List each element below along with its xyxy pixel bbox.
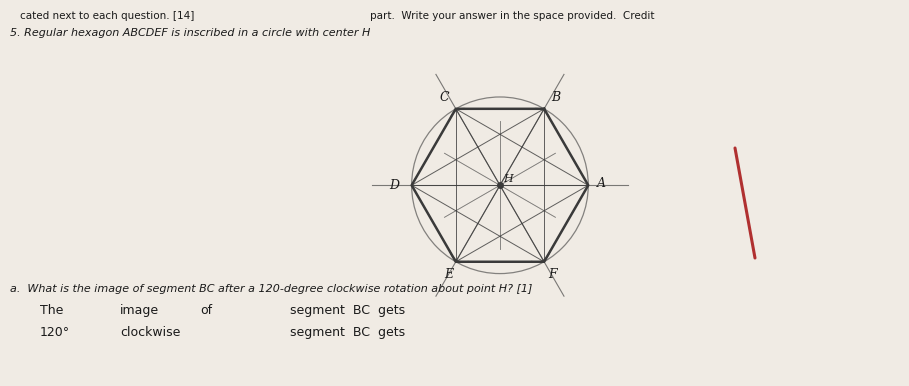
Text: C: C: [440, 91, 449, 104]
Text: cated next to each question. [14]: cated next to each question. [14]: [20, 11, 195, 21]
Text: segment  BC  gets: segment BC gets: [290, 326, 405, 339]
Text: The: The: [40, 304, 64, 317]
Text: E: E: [445, 267, 454, 281]
Text: B: B: [551, 91, 560, 104]
Text: D: D: [389, 179, 399, 192]
Text: A: A: [597, 177, 606, 190]
Text: image: image: [120, 304, 159, 317]
Text: a.  What is the image of segment BC after a 120-degree clockwise rotation about : a. What is the image of segment BC after…: [10, 284, 533, 294]
Text: part.  Write your answer in the space provided.  Credit: part. Write your answer in the space pro…: [370, 11, 654, 21]
Text: of: of: [200, 304, 212, 317]
Text: clockwise: clockwise: [120, 326, 180, 339]
Text: H: H: [503, 174, 513, 184]
Text: 120°: 120°: [40, 326, 70, 339]
Text: segment  BC  gets: segment BC gets: [290, 304, 405, 317]
Text: F: F: [549, 267, 557, 281]
Text: 5. Regular hexagon ABCDEF is inscribed in a circle with center H: 5. Regular hexagon ABCDEF is inscribed i…: [10, 28, 370, 38]
